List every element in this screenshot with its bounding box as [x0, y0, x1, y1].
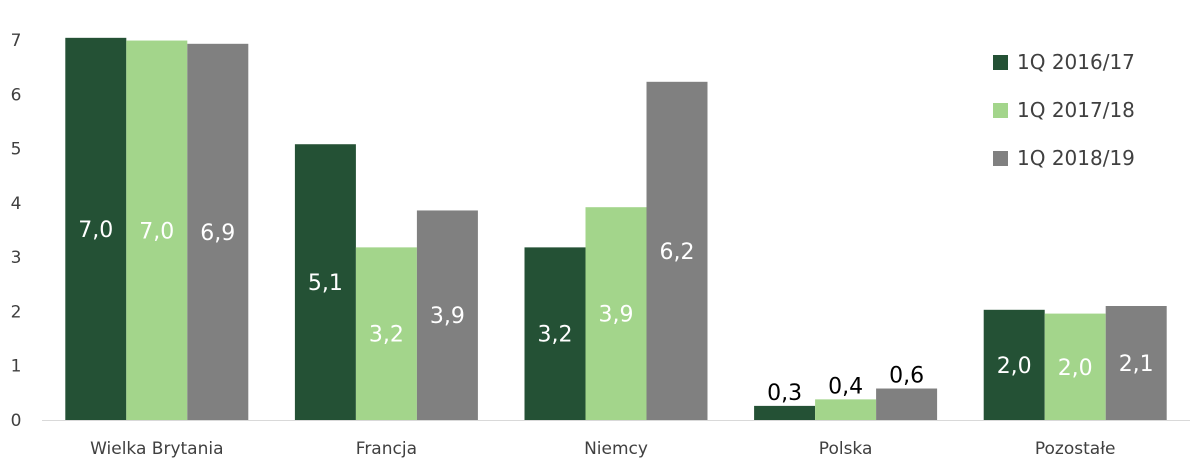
data-label: 3,2 — [538, 323, 573, 348]
bar — [815, 399, 877, 420]
x-tick-label: Francja — [356, 439, 417, 459]
bar — [187, 43, 249, 421]
data-labels-group: 7,0 7,0 6,9 5,1 3,2 3,9 3,2 3,9 6,2 0,3 0,4 0,6 2,0 2… — [78, 218, 1153, 406]
bar — [65, 37, 127, 420]
bar — [876, 388, 938, 420]
y-tick-label: 5 — [11, 140, 22, 160]
y-tick-label: 3 — [11, 248, 22, 268]
y-tick-label: 6 — [11, 85, 22, 105]
bar — [126, 40, 188, 421]
bar — [294, 144, 356, 420]
bar — [416, 210, 478, 420]
bar — [983, 309, 1045, 420]
bar — [355, 247, 417, 420]
bar — [754, 405, 816, 420]
y-tick-label: 7 — [11, 31, 22, 51]
legend-swatch — [993, 55, 1008, 70]
bar — [585, 207, 647, 420]
legend-swatch — [993, 151, 1008, 166]
legend-label: 1Q 2018/19 — [1017, 146, 1135, 170]
data-label: 6,9 — [200, 221, 235, 246]
bars-group — [65, 37, 1167, 421]
legend-label: 1Q 2016/17 — [1017, 50, 1135, 74]
data-label: 3,2 — [369, 323, 404, 348]
legend: 1Q 2016/17 1Q 2017/18 1Q 2018/19 — [993, 50, 1135, 170]
x-tick-label: Pozostałe — [1035, 439, 1116, 459]
x-axis: Wielka Brytania Francja Niemcy Polska Pozost… — [90, 439, 1115, 459]
data-label: 5,1 — [308, 271, 343, 296]
y-axis: 0 1 2 3 4 5 6 7 — [11, 31, 22, 431]
bar — [1105, 306, 1167, 420]
data-label: 0,3 — [767, 381, 802, 406]
data-label: 0,4 — [828, 374, 863, 399]
data-label: 3,9 — [599, 303, 634, 328]
data-label: 2,0 — [997, 354, 1032, 379]
data-label: 2,0 — [1058, 356, 1093, 381]
bar — [1044, 313, 1106, 420]
y-tick-label: 1 — [11, 357, 22, 377]
x-tick-label: Niemcy — [584, 439, 648, 459]
y-tick-label: 2 — [11, 302, 22, 322]
data-label: 0,6 — [889, 364, 924, 389]
data-label: 3,9 — [430, 304, 465, 329]
data-label: 7,0 — [139, 219, 174, 244]
data-label: 6,2 — [660, 240, 695, 265]
bar — [524, 247, 586, 420]
data-label: 2,1 — [1119, 352, 1154, 377]
legend-swatch — [993, 103, 1008, 118]
legend-label: 1Q 2017/18 — [1017, 98, 1135, 122]
x-tick-label: Polska — [819, 439, 873, 459]
data-label: 7,0 — [78, 218, 113, 243]
y-tick-label: 0 — [11, 411, 22, 431]
y-tick-label: 4 — [11, 194, 22, 214]
x-tick-label: Wielka Brytania — [90, 439, 223, 459]
bar — [646, 81, 708, 421]
